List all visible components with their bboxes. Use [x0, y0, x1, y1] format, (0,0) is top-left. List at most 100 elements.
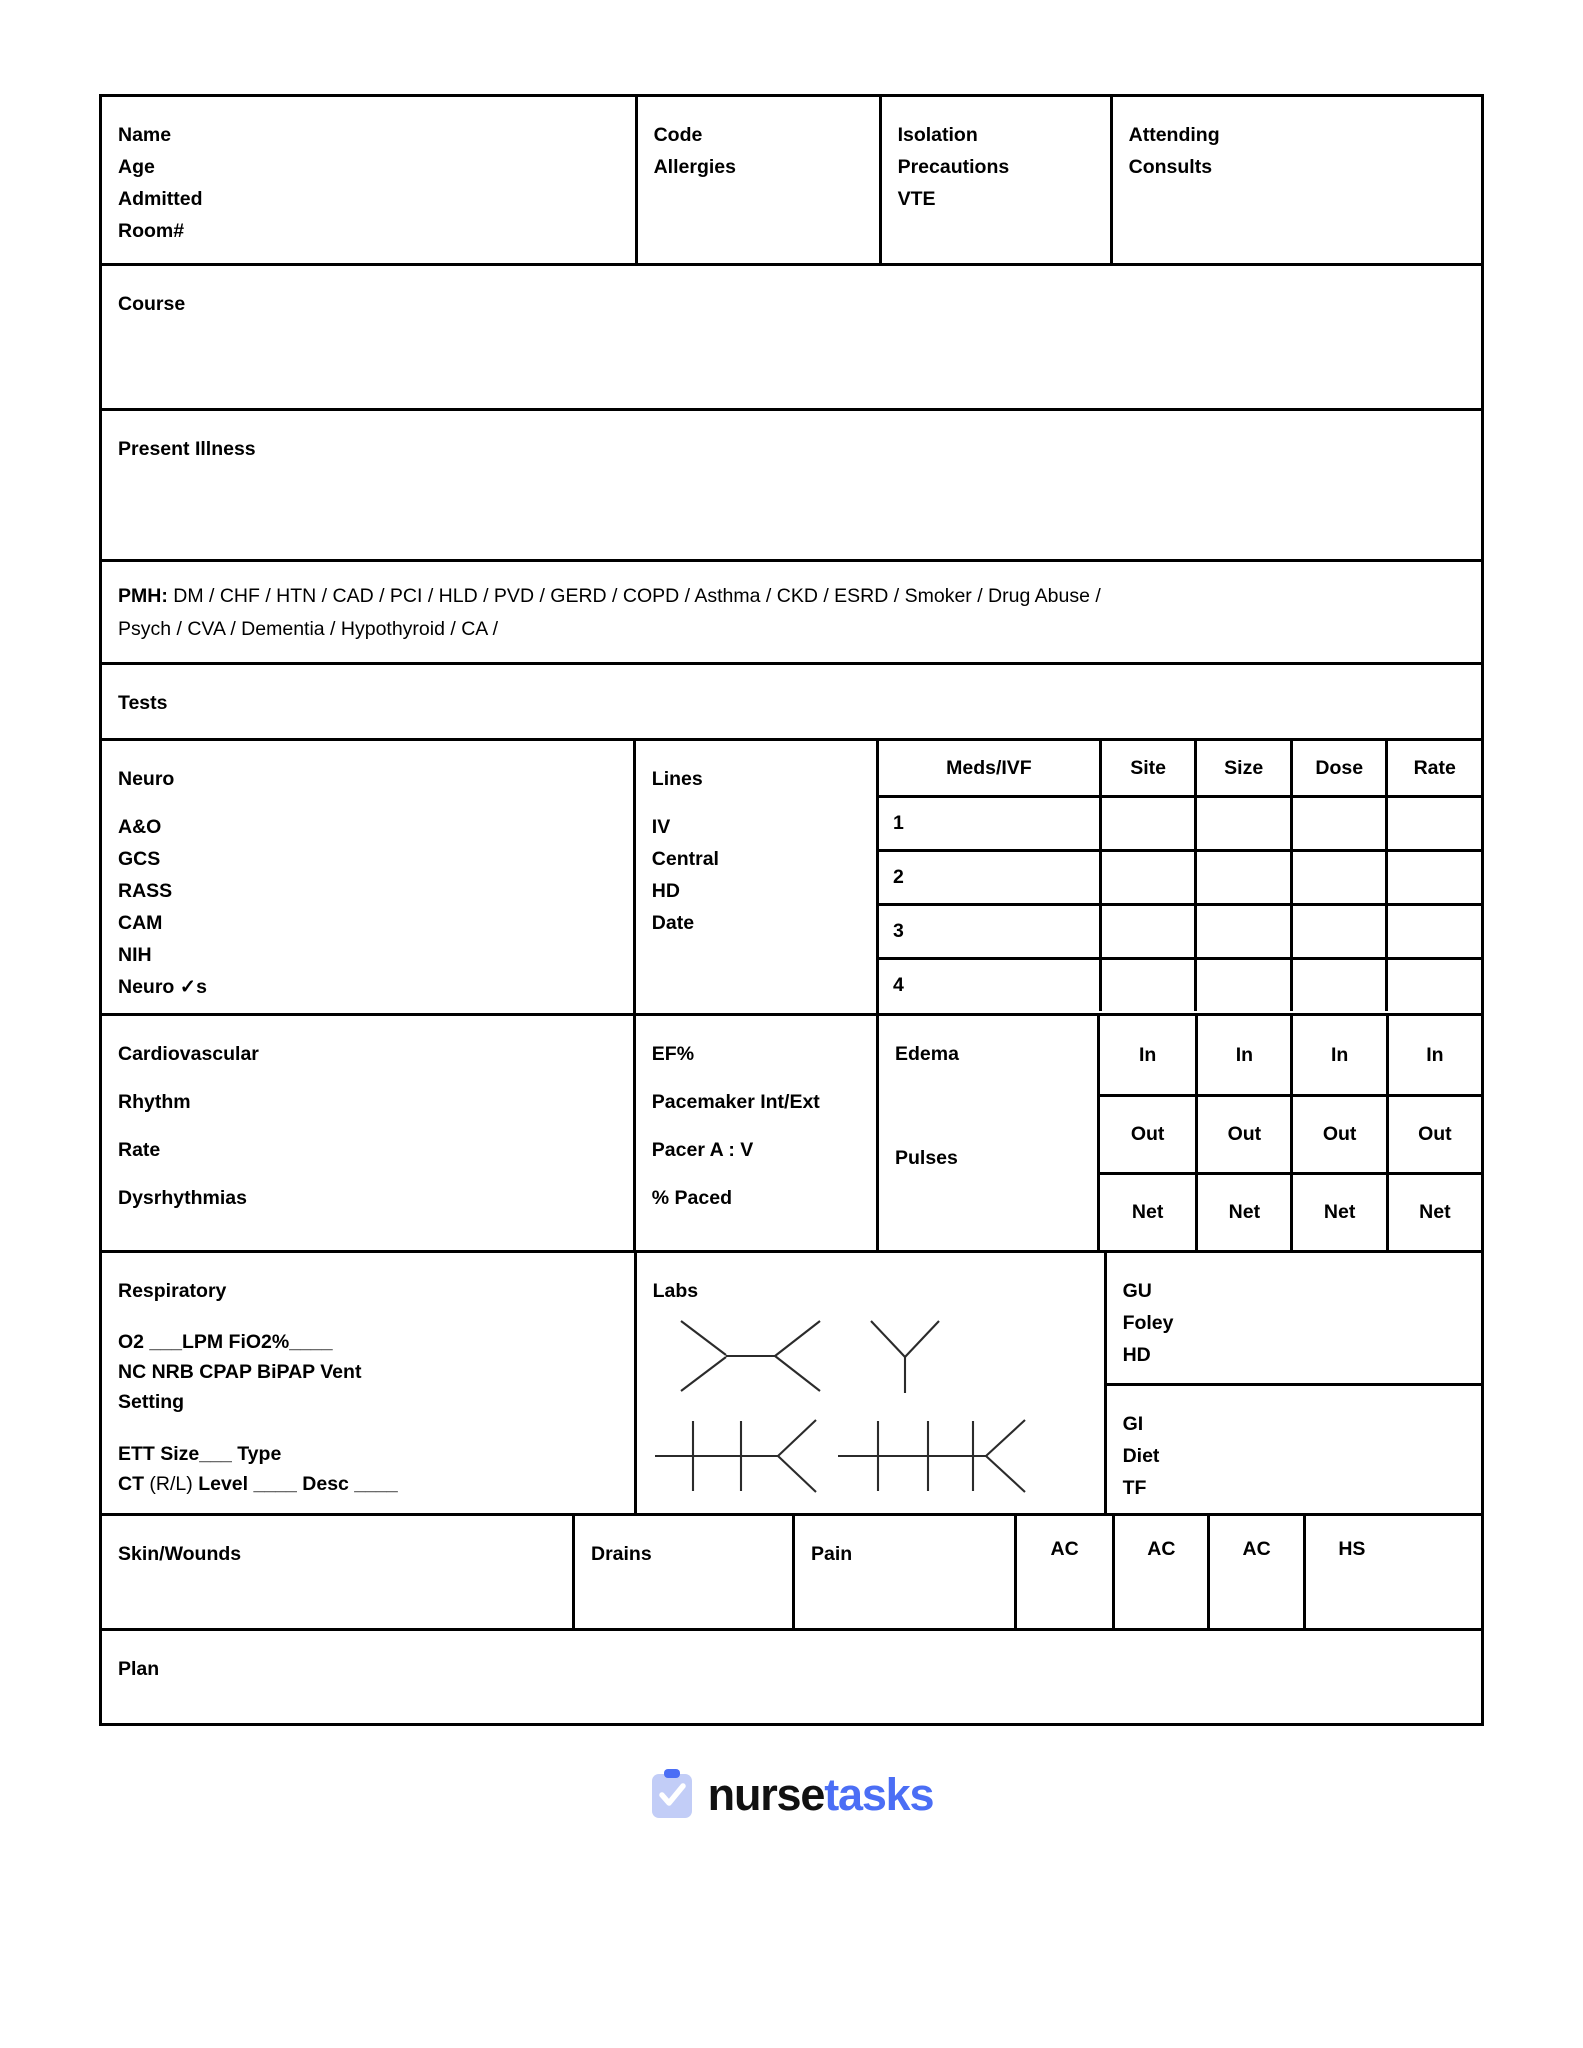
cardiovascular-title: Cardiovascular — [118, 1043, 259, 1065]
pain-title: Pain — [811, 1543, 853, 1565]
drains-cell[interactable]: Drains — [572, 1516, 792, 1628]
gu-cell[interactable]: GU Foley HD — [1107, 1253, 1481, 1383]
intake-output-section: Edema Pulses In In In In Out Out Out — [876, 1016, 1481, 1250]
labs-cell[interactable]: Labs — [633, 1253, 1104, 1513]
respiratory-setting-line: Setting — [118, 1391, 185, 1413]
bmp-fishbone — [654, 1419, 817, 1493]
in-cell[interactable]: In — [1385, 1016, 1481, 1094]
gi-item-diet: Diet — [1122, 1445, 1160, 1467]
cv-item-rate: Rate — [118, 1139, 161, 1161]
meds-cell-site[interactable] — [1098, 906, 1195, 957]
in-cell[interactable]: In — [1290, 1016, 1385, 1094]
cv-ef-label: EF% — [651, 1043, 695, 1065]
net-cell[interactable]: Net — [1290, 1175, 1385, 1250]
meds-cell-size[interactable] — [1194, 906, 1290, 957]
attending-consults-cell[interactable]: Attending Consults — [1109, 97, 1481, 263]
table-row[interactable]: 3 — [879, 903, 1481, 957]
pulses-label: Pulses — [895, 1147, 958, 1169]
isolation-label: Isolation — [897, 124, 978, 146]
gu-item-hd: HD — [1122, 1344, 1151, 1366]
gi-item-tf: TF — [1122, 1477, 1147, 1499]
table-row[interactable]: 4 — [879, 957, 1481, 1011]
meds-table-header: Meds/IVF Site Size Dose Rate — [879, 741, 1481, 795]
ac-cell[interactable]: AC — [1207, 1516, 1302, 1628]
meds-cell-dose[interactable] — [1289, 852, 1386, 903]
table-row[interactable]: 1 — [879, 795, 1481, 849]
in-cell[interactable]: In — [1138, 1043, 1157, 1066]
out-cell[interactable]: Out — [1385, 1097, 1481, 1172]
meds-cell-size[interactable] — [1194, 960, 1290, 1011]
gu-gi-section: GU Foley HD GI Diet TF — [1103, 1253, 1481, 1513]
pmh-label: PMH: — [118, 585, 168, 607]
vte-label: VTE — [897, 188, 936, 210]
patient-name-label: Name — [118, 124, 172, 146]
isolation-cell[interactable]: Isolation Precautions VTE — [878, 97, 1110, 263]
out-cell[interactable]: Out — [1130, 1123, 1165, 1145]
skin-wounds-cell[interactable]: Skin/Wounds — [102, 1516, 572, 1628]
attending-label: Attending — [1128, 124, 1220, 146]
course-row: Course — [102, 263, 1481, 408]
in-cell[interactable]: In — [1195, 1016, 1290, 1094]
plan-cell[interactable]: Plan — [102, 1631, 1481, 1723]
gu-title: GU — [1122, 1280, 1152, 1302]
pain-schedule-grid: AC AC AC HS — [1014, 1516, 1398, 1628]
table-row[interactable]: 2 — [879, 849, 1481, 903]
labs-title: Labs — [652, 1280, 699, 1302]
meds-cell-rate[interactable] — [1385, 798, 1481, 849]
ac-cell[interactable]: AC — [1112, 1516, 1207, 1628]
meds-cell-size[interactable] — [1194, 852, 1290, 903]
course-cell[interactable]: Course — [102, 266, 1481, 408]
neuro-item-cam: CAM — [118, 912, 163, 934]
intake-output-grid: In In In In Out Out Out Out Net Net — [1097, 1016, 1481, 1250]
pain-cell[interactable]: Pain — [792, 1516, 1014, 1628]
out-cell[interactable]: Out — [1290, 1097, 1385, 1172]
meds-cell-dose[interactable] — [1289, 960, 1386, 1011]
respiratory-cell[interactable]: Respiratory O2 ___LPM FiO2%____ NC NRB C… — [102, 1253, 634, 1513]
present-illness-row: Present Illness — [102, 408, 1481, 559]
code-allergies-cell[interactable]: Code Allergies — [634, 97, 879, 263]
out-cell[interactable]: Out — [1195, 1097, 1290, 1172]
meds-row-number: 2 — [893, 866, 904, 888]
meds-cell-site[interactable] — [1098, 798, 1195, 849]
meds-header-rate: Rate — [1385, 741, 1481, 795]
tests-row: Tests — [102, 662, 1481, 738]
cardiac-details-cell[interactable]: EF% Pacemaker Int/Ext Pacer A : V % Pace… — [632, 1016, 876, 1250]
cardiovascular-band-row: Cardiovascular Rhythm Rate Dysrhythmias … — [102, 1013, 1481, 1250]
clipboard-check-icon — [651, 1769, 692, 1818]
meds-cell-dose[interactable] — [1289, 906, 1386, 957]
lines-item-hd: HD — [651, 880, 680, 902]
meds-cell-rate[interactable] — [1385, 852, 1481, 903]
net-cell[interactable]: Net — [1131, 1201, 1164, 1223]
respiratory-o2-line: O2 ___LPM FiO2%____ — [118, 1331, 333, 1353]
net-cell[interactable]: Net — [1385, 1175, 1481, 1250]
pmh-cell[interactable]: PMH: DM / CHF / HTN / CAD / PCI / HLD / … — [102, 562, 1481, 662]
ac-cell[interactable]: AC — [1050, 1538, 1079, 1560]
neuro-cell[interactable]: Neuro A&O GCS RASS CAM NIH Neuro ✓s — [102, 741, 633, 1013]
pmh-line-1: PMH: DM / CHF / HTN / CAD / PCI / HLD / … — [118, 580, 1465, 613]
net-cell[interactable]: Net — [1195, 1175, 1290, 1250]
pmh-line-2: Psych / CVA / Dementia / Hypothyroid / C… — [118, 618, 499, 640]
neuro-item-checks: Neuro ✓s — [118, 976, 207, 998]
gi-cell[interactable]: GI Diet TF — [1106, 1383, 1481, 1499]
neuro-item-gcs: GCS — [118, 848, 161, 870]
meds-cell-rate[interactable] — [1385, 906, 1481, 957]
meds-cell-rate[interactable] — [1385, 960, 1481, 1011]
lines-cell[interactable]: Lines IV Central HD Date — [632, 741, 876, 1013]
cv-item-rhythm: Rhythm — [118, 1091, 191, 1113]
respiratory-title: Respiratory — [118, 1280, 227, 1302]
meds-row-number: 1 — [893, 812, 904, 834]
code-label: Code — [653, 124, 703, 146]
lines-item-date: Date — [651, 912, 695, 934]
present-illness-cell[interactable]: Present Illness — [102, 411, 1481, 559]
meds-cell-site[interactable] — [1098, 852, 1195, 903]
cv-item-dysrhythmias: Dysrhythmias — [118, 1187, 247, 1209]
meds-cell-size[interactable] — [1194, 798, 1290, 849]
output-row: Out Out Out Out — [1100, 1094, 1481, 1172]
meds-cell-site[interactable] — [1098, 960, 1195, 1011]
meds-cell-dose[interactable] — [1289, 798, 1386, 849]
cardiovascular-cell[interactable]: Cardiovascular Rhythm Rate Dysrhythmias — [102, 1016, 633, 1250]
tests-cell[interactable]: Tests — [102, 665, 1481, 738]
hs-cell[interactable]: HS — [1302, 1516, 1398, 1628]
patient-info-cell[interactable]: Name Age Admitted Room# — [102, 97, 635, 263]
edema-pulses-cell[interactable]: Edema Pulses — [879, 1016, 1097, 1250]
